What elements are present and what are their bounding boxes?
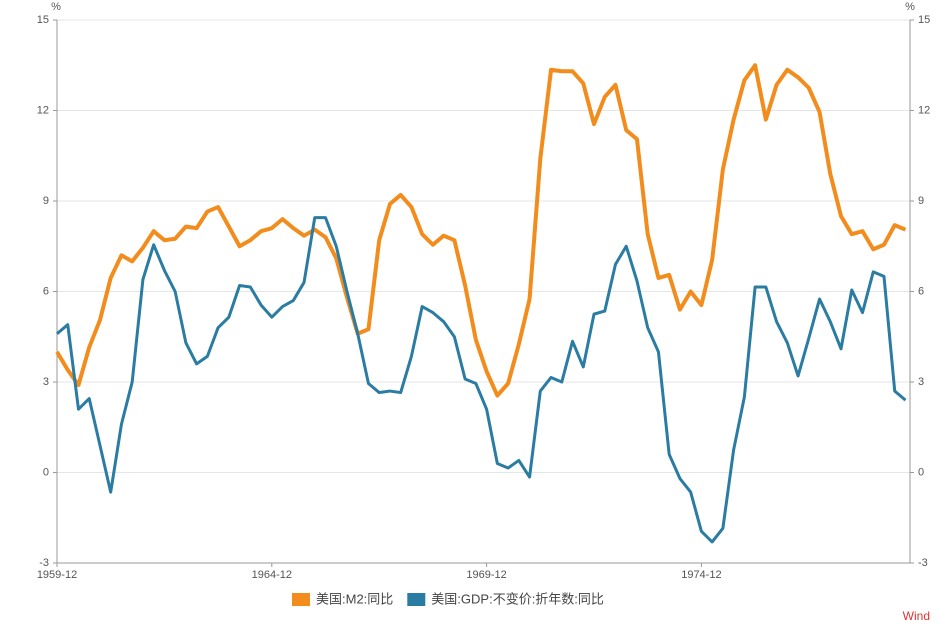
source: Wind xyxy=(903,609,930,623)
y-tick-label: 3 xyxy=(43,376,49,388)
y2-tick-label: 9 xyxy=(918,195,924,207)
legend-swatch xyxy=(407,593,426,606)
y-axis-unit: % xyxy=(51,1,61,13)
y-tick-label: 12 xyxy=(37,104,49,116)
legend-label: 美国:GDP:不变价:折年数:同比 xyxy=(431,591,604,606)
y-tick-label: 15 xyxy=(37,14,49,26)
y2-axis-unit: % xyxy=(905,1,915,13)
x-tick-label: 1959-12 xyxy=(37,569,77,581)
y2-tick-label: -3 xyxy=(918,557,928,569)
legend-label: 美国:M2:同比 xyxy=(316,591,393,606)
y2-tick-label: 0 xyxy=(918,466,924,478)
y-tick-label: 0 xyxy=(43,466,49,478)
series-line xyxy=(56,216,907,544)
y2-tick-label: 6 xyxy=(918,285,924,297)
series-line xyxy=(55,63,907,398)
y2-tick-label: 15 xyxy=(918,14,930,26)
y-tick-label: 9 xyxy=(43,195,49,207)
x-tick-label: 1964-12 xyxy=(252,569,292,581)
y2-tick-label: 3 xyxy=(918,376,924,388)
x-tick-label: 1969-12 xyxy=(466,569,506,581)
y-tick-label: 6 xyxy=(43,285,49,297)
legend-swatch xyxy=(292,593,310,606)
y-tick-label: -3 xyxy=(39,557,49,569)
y2-tick-label: 12 xyxy=(918,104,930,116)
x-tick-label: 1974-12 xyxy=(681,569,721,581)
